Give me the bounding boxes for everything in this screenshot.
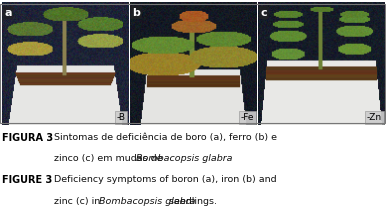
Text: -Fe: -Fe [240, 113, 254, 122]
Text: FIGURA 3: FIGURA 3 [2, 133, 53, 143]
Text: FIGURE 3: FIGURE 3 [2, 175, 52, 185]
Text: a: a [4, 8, 12, 17]
Text: seedlings.: seedlings. [166, 197, 217, 206]
Text: Sintomas de deficiência de boro (a), ferro (b) e: Sintomas de deficiência de boro (a), fer… [54, 133, 277, 142]
Text: zinco (c) em mudas de: zinco (c) em mudas de [54, 154, 166, 163]
Text: b: b [132, 8, 140, 17]
Text: Deficiency symptoms of boron (a), iron (b) and: Deficiency symptoms of boron (a), iron (… [54, 175, 277, 184]
Text: c: c [260, 8, 267, 17]
Text: Bombacopsis glabra: Bombacopsis glabra [136, 154, 232, 163]
Text: Bombacopsis glabra: Bombacopsis glabra [99, 197, 195, 206]
Text: -B: -B [117, 113, 126, 122]
Text: -Zn: -Zn [367, 113, 382, 122]
Text: .: . [203, 154, 206, 163]
Text: zinc (c) in: zinc (c) in [54, 197, 103, 206]
